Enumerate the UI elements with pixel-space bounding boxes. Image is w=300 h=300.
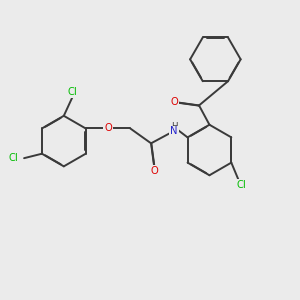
Text: Cl: Cl (68, 87, 78, 97)
Text: O: O (150, 166, 158, 176)
Text: N: N (169, 126, 177, 136)
Text: H: H (172, 122, 178, 131)
Text: Cl: Cl (237, 180, 247, 190)
Text: O: O (104, 124, 112, 134)
Text: Cl: Cl (9, 153, 19, 163)
Text: O: O (170, 98, 178, 107)
